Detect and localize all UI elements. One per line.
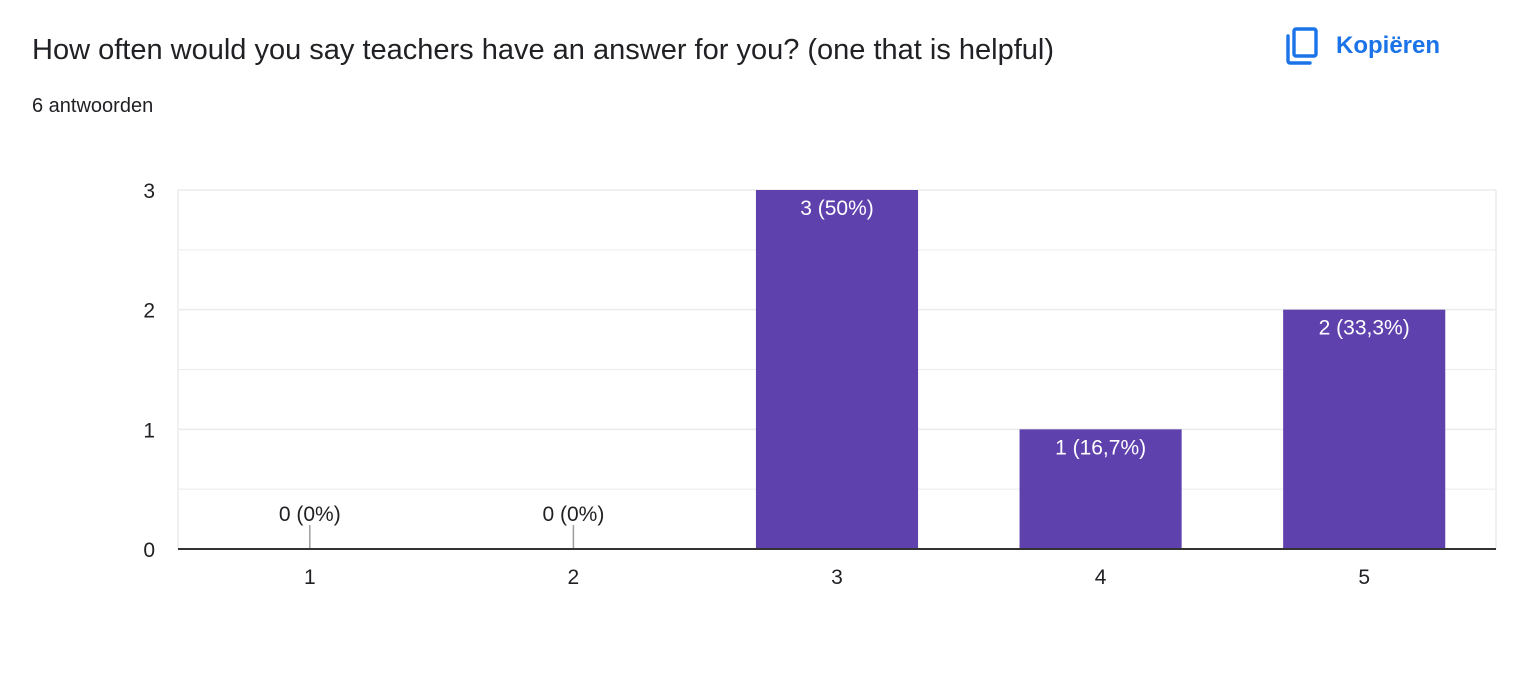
question-title: How often would you say teachers have an… — [32, 34, 1055, 66]
copy-button[interactable]: Kopiëren — [1276, 22, 1448, 70]
bar-value-label: 2 (33,3%) — [1319, 317, 1410, 340]
copy-icon — [1286, 27, 1318, 65]
response-count: 6 antwoorden — [32, 95, 154, 117]
x-tick-label: 5 — [1358, 566, 1370, 589]
x-tick-label: 2 — [568, 566, 580, 589]
bar — [1283, 309, 1446, 549]
bar-value-label: 0 (0%) — [542, 503, 604, 526]
x-tick-label: 3 — [831, 566, 843, 589]
y-tick-label: 0 — [143, 539, 155, 562]
y-tick-label: 2 — [143, 300, 155, 323]
copy-button-label: Kopiëren — [1336, 32, 1441, 59]
y-tick-label: 1 — [143, 419, 155, 442]
bar — [1019, 429, 1182, 549]
bar-value-label: 1 (16,7%) — [1055, 436, 1146, 459]
x-tick-label: 4 — [1095, 566, 1107, 589]
bar-value-label: 0 (0%) — [279, 503, 341, 526]
bar-value-label: 3 (50%) — [800, 197, 874, 220]
y-tick-label: 3 — [143, 180, 155, 203]
bar — [755, 190, 919, 549]
x-tick-label: 1 — [304, 566, 316, 589]
